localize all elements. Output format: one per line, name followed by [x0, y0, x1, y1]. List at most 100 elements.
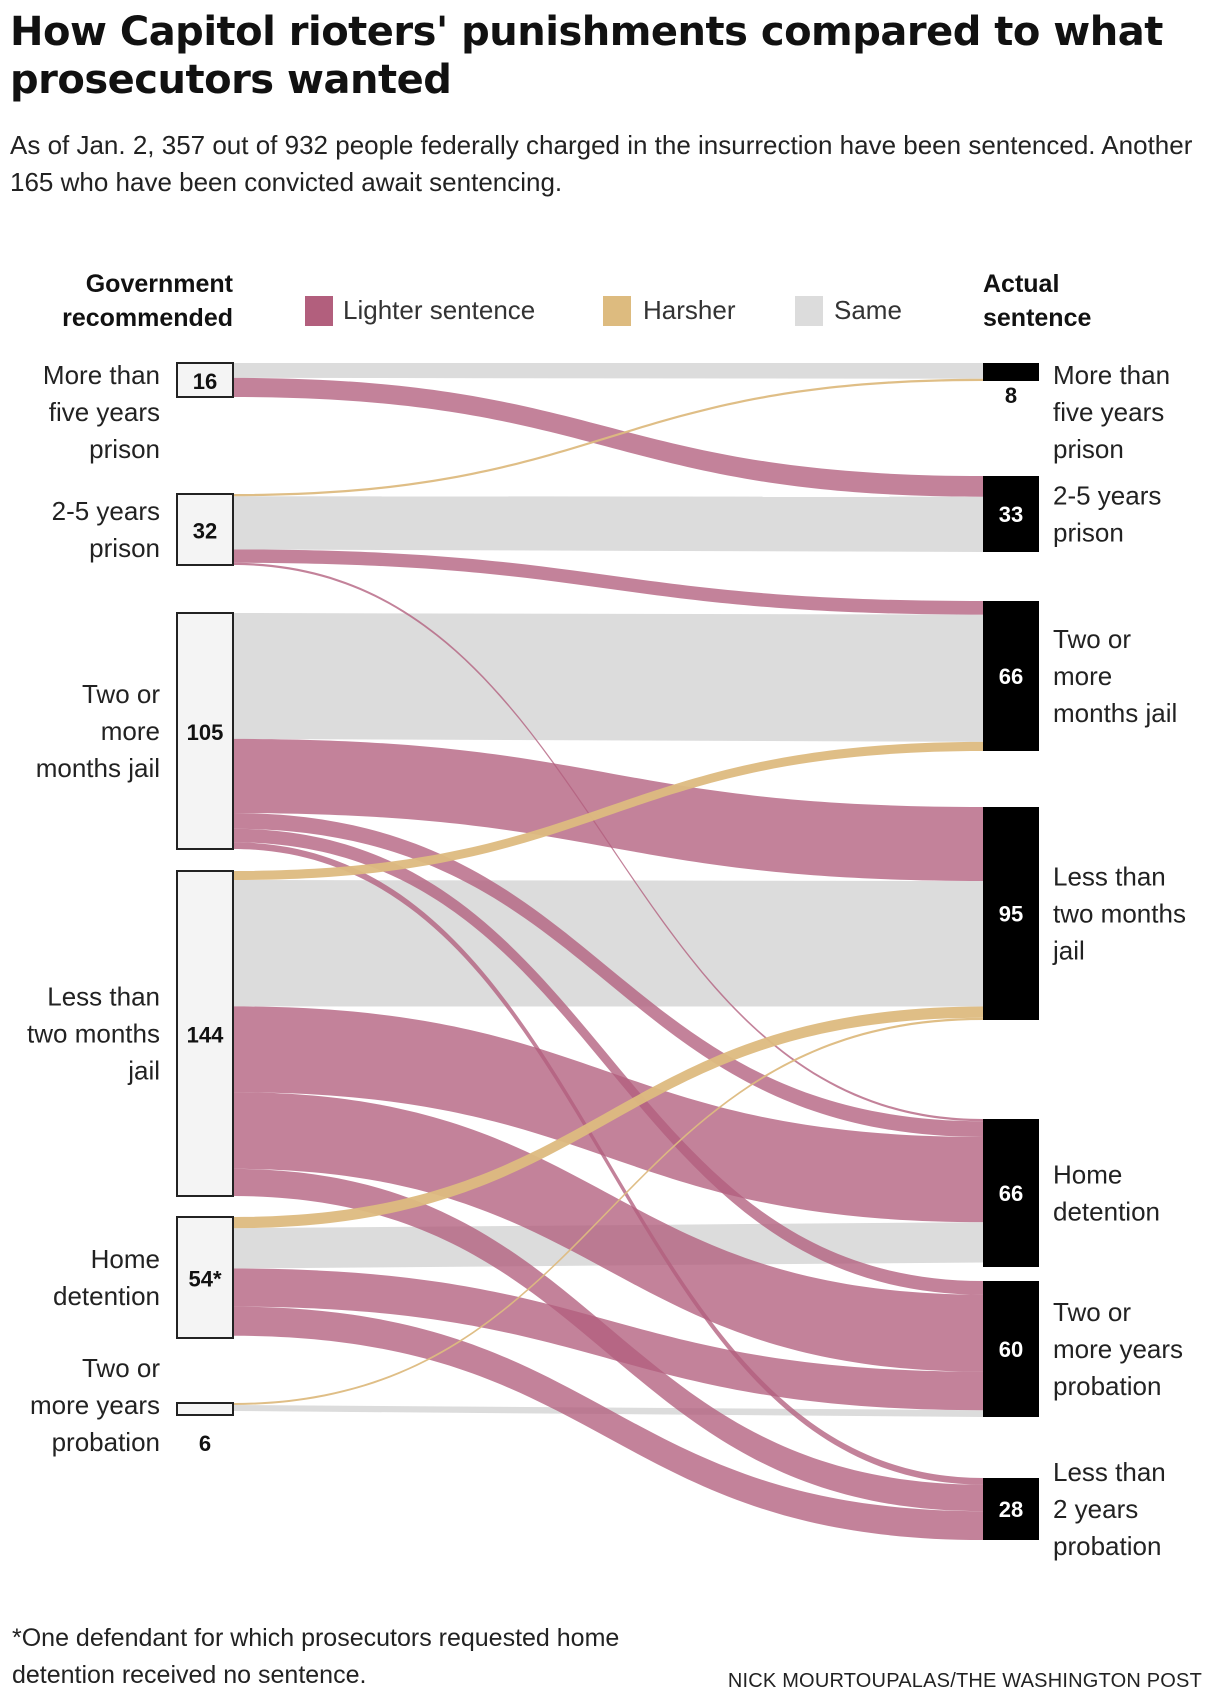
right-node-label: Less than two months jail: [1052, 862, 1186, 966]
right-node-label-line: probation: [1053, 1531, 1161, 1561]
left-node-value: 144: [187, 1023, 224, 1048]
left-node-llt: [176, 870, 234, 1197]
credit-line: NICK MOURTOUPALAS/THE WASHINGTON POST: [727, 1670, 1202, 1692]
left-node-l2m: [176, 612, 234, 850]
right-node-value: 28: [999, 1497, 1023, 1522]
right-node-label-line: Less than: [1053, 1457, 1166, 1487]
legend-swatch-harsher: [603, 296, 631, 326]
left-node-label-line: more years: [30, 1390, 160, 1420]
left-node-value: 6: [199, 1431, 211, 1456]
legend: Lighter sentence Harsher Same: [305, 295, 902, 326]
left-node-label: Two or more years probation: [30, 1353, 160, 1457]
right-node-label-line: more: [1053, 661, 1112, 691]
flow-l2m-rhd: [233, 813, 983, 1137]
left-node-l5y: [176, 362, 234, 398]
right-column-header: Actual sentence: [983, 270, 1091, 332]
flow-l2m-r2m: [233, 613, 983, 742]
right-node-label: Home detention: [1053, 1160, 1160, 1227]
right-node-label-line: prison: [1053, 434, 1124, 464]
left-node-value: 105: [187, 720, 224, 745]
left-node-label: Home detention: [53, 1244, 160, 1311]
right-node-label-line: Less than: [1053, 862, 1166, 892]
left-node-label-line: probation: [52, 1427, 160, 1457]
left-node-lhd: [176, 1216, 234, 1339]
right-node-rpb: [983, 1281, 1039, 1417]
left-node-label-line: jail: [127, 1056, 160, 1086]
right-node-label-line: five years: [1053, 397, 1164, 427]
left-node-label-line: Two or: [82, 679, 160, 709]
left-node-label-line: two months: [27, 1019, 160, 1049]
right-node-label-line: 2 years: [1053, 1494, 1138, 1524]
left-node-value: 32: [193, 519, 217, 544]
right-node-label-line: More than: [1053, 360, 1170, 390]
legend-swatch-same: [795, 296, 823, 326]
flow-l5y-r5y: [233, 363, 983, 379]
node-labels: More than five years prison 2-5 years prison…: [27, 360, 1186, 1561]
nodes: 16 32 105 144 54* 6 8 33 66 95 66 60 28: [176, 362, 1039, 1540]
right-node-value: 8: [1005, 383, 1017, 408]
right-node-value: 60: [999, 1337, 1023, 1362]
flow-lhd-rlt: [233, 1006, 983, 1229]
right-node-label-line: months jail: [1053, 698, 1177, 728]
left-node-label-line: prison: [89, 434, 160, 464]
left-node-label: More than five years prison: [43, 360, 160, 464]
right-node-label-line: Two or: [1053, 1297, 1131, 1327]
left-node-lpb: [176, 1402, 234, 1416]
right-node-r5y: [983, 363, 1039, 381]
flow-l2m-rls: [233, 842, 983, 1485]
flow-l25-r5y: [233, 378, 983, 497]
flow-lhd-rls: [233, 1306, 983, 1540]
left-column-header: Government recommended: [62, 270, 234, 332]
right-node-label-line: Two or: [1053, 624, 1131, 654]
left-node-label-line: prison: [89, 533, 160, 563]
right-node-label: 2-5 years prison: [1053, 481, 1161, 548]
flow-l25-r2m: [233, 549, 983, 615]
left-node-value: 54*: [188, 1267, 221, 1292]
right-node-r2m: [983, 601, 1039, 751]
right-node-value: 66: [999, 1181, 1023, 1206]
right-node-r25: [983, 476, 1039, 552]
left-node-label-line: 2-5 years: [52, 496, 160, 526]
flow-lpb-rlt: [233, 1017, 983, 1405]
right-node-label: Two or more years probation: [1053, 1297, 1183, 1401]
right-node-label-line: probation: [1053, 1371, 1161, 1401]
flow-llt-rlt: [233, 880, 983, 1007]
legend-label-lighter: Lighter sentence: [343, 295, 535, 325]
legend-label-harsher: Harsher: [643, 295, 736, 325]
left-node-label-line: Home: [91, 1244, 160, 1274]
flow-l2m-rpb: [233, 828, 983, 1295]
left-node-label: Two or more months jail: [36, 679, 161, 783]
left-node-l25: [176, 493, 234, 566]
right-node-label-line: detention: [1053, 1197, 1160, 1227]
right-node-label-line: jail: [1052, 936, 1085, 966]
legend-label-same: Same: [834, 295, 902, 325]
flow-llt-rpb: [233, 1092, 983, 1372]
right-node-label: More than five years prison: [1053, 360, 1170, 464]
legend-swatch-lighter: [305, 296, 333, 326]
flows: [233, 363, 983, 1540]
left-node-label-line: more: [101, 716, 160, 746]
right-node-rhd: [983, 1119, 1039, 1267]
flow-l25-r25: [233, 496, 983, 552]
left-node-label-line: Two or: [82, 1353, 160, 1383]
left-node-value: 16: [193, 369, 217, 394]
chart-subtitle: As of Jan. 2, 357 out of 932 people fede…: [10, 130, 1193, 197]
right-node-label-line: Home: [1053, 1160, 1122, 1190]
right-node-value: 66: [999, 664, 1023, 689]
right-node-label-line: 2-5 years: [1053, 481, 1161, 511]
left-node-label-line: months jail: [36, 753, 160, 783]
left-node-label-line: five years: [49, 397, 160, 427]
flow-llt-r2m: [233, 741, 983, 881]
right-node-label-line: more years: [1053, 1334, 1183, 1364]
left-node-label-line: detention: [53, 1281, 160, 1311]
right-node-label-line: two months: [1053, 899, 1186, 929]
right-node-rlt: [983, 807, 1039, 1020]
column-headers: Government recommended Actual sentence: [62, 270, 1091, 332]
right-node-rls: [983, 1478, 1039, 1540]
left-node-label-line: Less than: [47, 982, 160, 1012]
right-node-label: Less than 2 years probation: [1053, 1457, 1166, 1561]
right-node-label-line: prison: [1053, 518, 1124, 548]
left-node-label: 2-5 years prison: [52, 496, 160, 563]
flow-lhd-rpb: [233, 1268, 983, 1411]
right-node-value: 95: [999, 902, 1023, 927]
